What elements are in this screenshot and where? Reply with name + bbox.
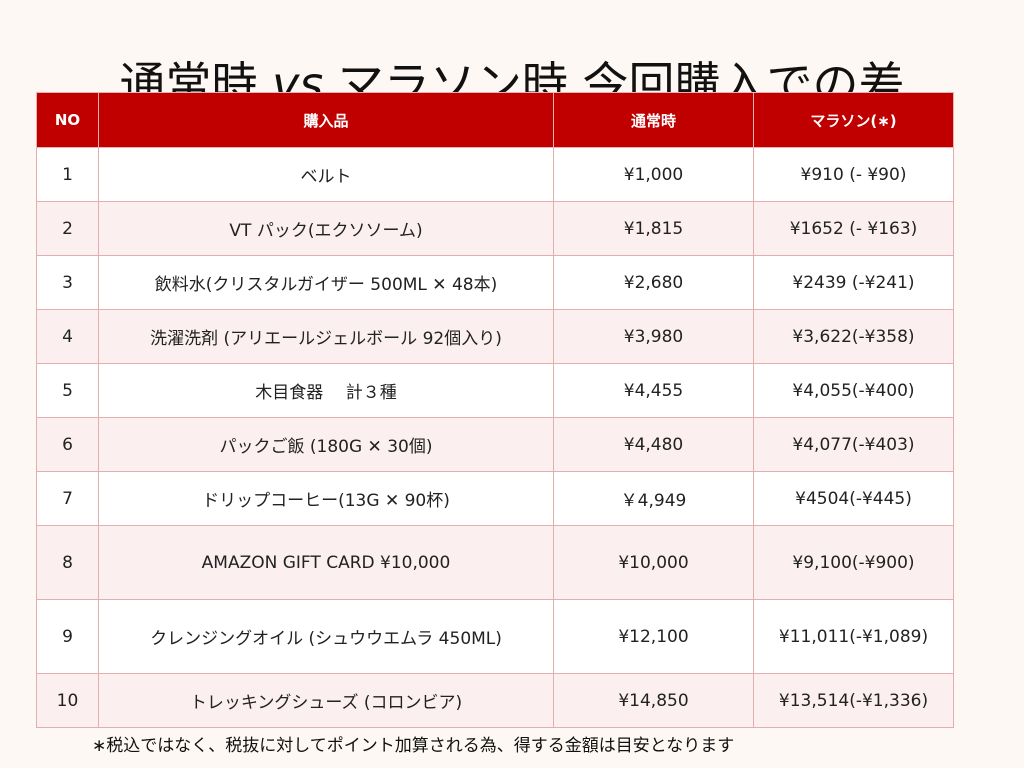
table-row: 8 AMAZON GIFT CARD ¥10,000 ¥10,000 ¥9,10… — [36, 525, 954, 600]
cell-normal-price: ¥4,455 — [553, 363, 754, 418]
table-row: 1 ベルト ¥1,000 ¥910 (- ¥90) — [36, 147, 954, 202]
cell-marathon-price: ¥4504(-¥445) — [753, 471, 954, 526]
cell-no: 8 — [36, 525, 99, 600]
cell-no: 10 — [36, 673, 99, 728]
table-header-row: NO 購入品 通常時 マラソン(∗) — [36, 92, 954, 148]
cell-item: ベルト — [98, 147, 554, 202]
cell-normal-price: ¥12,100 — [553, 599, 754, 674]
cell-item: 飲料水(クリスタルガイザー 500ML ✕ 48本) — [98, 255, 554, 310]
header-no: NO — [36, 92, 99, 148]
cell-normal-price: ¥3,980 — [553, 309, 754, 364]
footnote: ∗税込ではなく、税抜に対してポイント加算される為、得する金額は目安となります — [92, 736, 735, 756]
cell-no: 4 — [36, 309, 99, 364]
cell-marathon-price: ¥1652 (- ¥163) — [753, 201, 954, 256]
table-row: 4 洗濯洗剤 (アリエールジェルボール 92個入り) ¥3,980 ¥3,622… — [36, 309, 954, 364]
cell-marathon-price: ¥13,514(-¥1,336) — [753, 673, 954, 728]
table-row: 7 ドリップコーヒー(13G ✕ 90杯) ￥4,949 ¥4504(-¥445… — [36, 471, 954, 526]
cell-no: 5 — [36, 363, 99, 418]
cell-normal-price: ¥2,680 — [553, 255, 754, 310]
cell-item: パックご飯 (180G ✕ 30個) — [98, 417, 554, 472]
cell-normal-price: ¥10,000 — [553, 525, 754, 600]
cell-item: ドリップコーヒー(13G ✕ 90杯) — [98, 471, 554, 526]
table-row: 10 トレッキングシューズ (コロンビア) ¥14,850 ¥13,514(-¥… — [36, 673, 954, 728]
cell-marathon-price: ¥4,077(-¥403) — [753, 417, 954, 472]
comparison-table: NO 購入品 通常時 マラソン(∗) 1 ベルト ¥1,000 ¥910 (- … — [36, 92, 954, 728]
cell-marathon-price: ¥4,055(-¥400) — [753, 363, 954, 418]
header-normal-price: 通常時 — [553, 92, 754, 148]
cell-no: 1 — [36, 147, 99, 202]
cell-no: 6 — [36, 417, 99, 472]
cell-no: 9 — [36, 599, 99, 674]
cell-no: 7 — [36, 471, 99, 526]
table-row: 3 飲料水(クリスタルガイザー 500ML ✕ 48本) ¥2,680 ¥243… — [36, 255, 954, 310]
header-item: 購入品 — [98, 92, 554, 148]
cell-item: AMAZON GIFT CARD ¥10,000 — [98, 525, 554, 600]
cell-no: 3 — [36, 255, 99, 310]
table-row: 2 VT パック(エクソソーム) ¥1,815 ¥1652 (- ¥163) — [36, 201, 954, 256]
cell-item: 洗濯洗剤 (アリエールジェルボール 92個入り) — [98, 309, 554, 364]
cell-normal-price: ¥4,480 — [553, 417, 754, 472]
table-row: 6 パックご飯 (180G ✕ 30個) ¥4,480 ¥4,077(-¥403… — [36, 417, 954, 472]
cell-normal-price: ¥1,815 — [553, 201, 754, 256]
header-marathon-price: マラソン(∗) — [753, 92, 954, 148]
cell-normal-price: ¥1,000 — [553, 147, 754, 202]
cell-item: トレッキングシューズ (コロンビア) — [98, 673, 554, 728]
table-row: 5 木目食器 計３種 ¥4,455 ¥4,055(-¥400) — [36, 363, 954, 418]
cell-item: クレンジングオイル (シュウウエムラ 450ML) — [98, 599, 554, 674]
cell-normal-price: ¥14,850 — [553, 673, 754, 728]
cell-marathon-price: ¥9,100(-¥900) — [753, 525, 954, 600]
cell-marathon-price: ¥3,622(-¥358) — [753, 309, 954, 364]
cell-no: 2 — [36, 201, 99, 256]
cell-item: 木目食器 計３種 — [98, 363, 554, 418]
cell-marathon-price: ¥2439 (-¥241) — [753, 255, 954, 310]
cell-marathon-price: ¥910 (- ¥90) — [753, 147, 954, 202]
table-row: 9 クレンジングオイル (シュウウエムラ 450ML) ¥12,100 ¥11,… — [36, 599, 954, 674]
cell-marathon-price: ¥11,011(-¥1,089) — [753, 599, 954, 674]
cell-item: VT パック(エクソソーム) — [98, 201, 554, 256]
cell-normal-price: ￥4,949 — [553, 471, 754, 526]
